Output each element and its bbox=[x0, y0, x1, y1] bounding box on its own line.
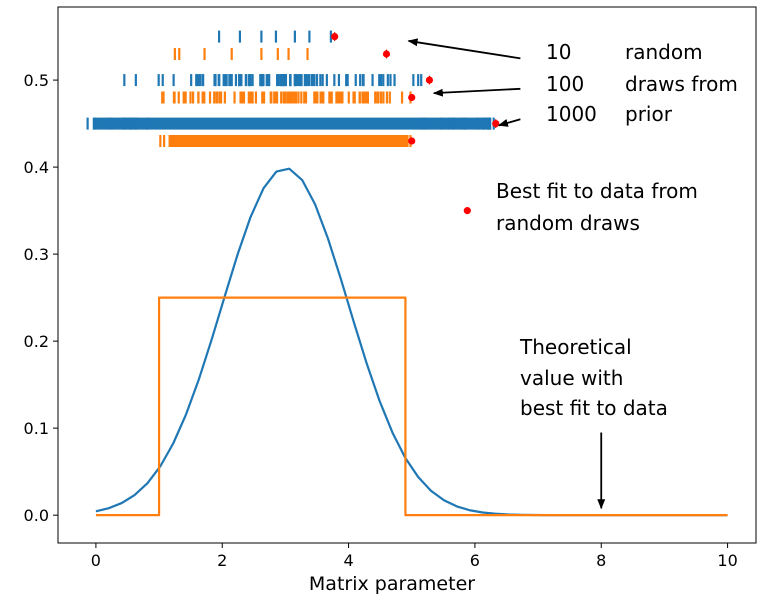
best-fit-point bbox=[331, 32, 339, 41]
x-tick-label: 8 bbox=[596, 551, 606, 570]
curve-uniform bbox=[95, 296, 728, 517]
theoretical-line2: value with bbox=[520, 366, 623, 390]
x-axis-title: Matrix parameter bbox=[309, 573, 475, 595]
best-fit-legend-line1: Best fit to data from bbox=[496, 179, 698, 203]
y-tick-label: 0.5 bbox=[24, 71, 49, 90]
label-count-100: 100 bbox=[546, 72, 584, 96]
rug-rows bbox=[86, 30, 495, 147]
best-fit-point bbox=[425, 76, 434, 84]
best-fit-points bbox=[331, 32, 500, 145]
best-fit-point bbox=[492, 119, 500, 128]
x-tick-label: 6 bbox=[470, 551, 480, 570]
x-tick-label: 4 bbox=[343, 551, 353, 570]
curves bbox=[95, 167, 728, 517]
y-tick-label: 0.2 bbox=[24, 332, 49, 351]
label-count-1000: 1000 bbox=[546, 102, 597, 126]
best-fit-point bbox=[408, 137, 416, 145]
label-desc-draws-from: draws from bbox=[625, 72, 738, 96]
best-fit-point bbox=[382, 50, 391, 58]
theoretical-line3: best fit to data bbox=[520, 396, 668, 420]
theoretical-line1: Theoretical bbox=[519, 335, 632, 359]
best-fit-legend-line2: random draws bbox=[496, 211, 640, 235]
y-tick-label: 0.1 bbox=[24, 419, 49, 438]
rug-row-1000-blue-band bbox=[92, 117, 491, 130]
axis-ticks: 0 2 4 6 8 10 0.0 0.1 0.2 0.3 0.4 0.5 bbox=[24, 71, 738, 570]
x-tick-label: 10 bbox=[717, 551, 737, 570]
rug-row-1000-orange-band bbox=[168, 135, 409, 147]
label-desc-random: random bbox=[625, 40, 703, 64]
label-count-10: 10 bbox=[546, 40, 571, 64]
best-fit-legend-marker bbox=[463, 207, 471, 215]
y-tick-label: 0.0 bbox=[24, 506, 49, 525]
label-desc-prior: prior bbox=[625, 102, 673, 126]
annotation-arrow bbox=[497, 118, 521, 127]
annotation-arrow bbox=[407, 38, 521, 60]
annotations: 10 100 1000 random draws from prior Best… bbox=[407, 38, 738, 510]
x-tick-label: 2 bbox=[217, 551, 227, 570]
best-fit-point bbox=[408, 93, 416, 102]
x-tick-label: 0 bbox=[91, 551, 101, 570]
y-tick-label: 0.4 bbox=[24, 158, 49, 177]
plot-frame bbox=[57, 6, 757, 544]
y-tick-label: 0.3 bbox=[24, 245, 49, 264]
annotation-arrow bbox=[432, 87, 521, 97]
